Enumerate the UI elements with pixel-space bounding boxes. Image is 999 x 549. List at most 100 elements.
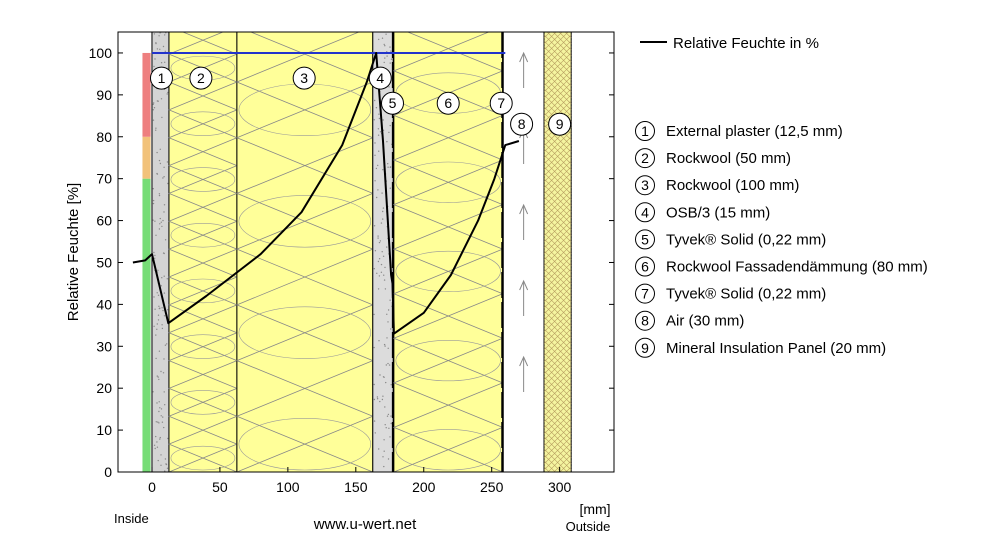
layer-4-osb-grain [383,61,385,64]
layer-2-wool-zigzag-b [167,32,238,472]
layer-3-wool-loop [239,0,371,24]
layer-1-plaster-grain [163,315,166,317]
layer-4-osb-grain [373,225,376,227]
layer-1-plaster-grain [162,219,164,222]
layer-1-plaster-grain [161,327,164,330]
layer-1-plaster-grain [164,470,166,472]
layer-3-wool-loop [238,417,372,471]
legend-marker-label-2: 2 [641,150,649,166]
layer-1-plaster-grain [160,454,162,456]
layer-1-plaster-grain [154,308,156,310]
layer-1-plaster-grain [159,48,161,50]
layer-1-plaster-grain [165,463,168,466]
layer-marker-label-3: 3 [300,70,308,86]
x-unit-label: [mm] [579,501,610,517]
layer-4-osb-grain [379,400,381,403]
y-tick-label: 30 [96,338,112,354]
layer-4-osb-grain [378,117,381,120]
layer-1-plaster-grain [152,109,155,111]
layer-4-osb-grain [377,164,379,167]
y-tick-label: 80 [96,129,112,145]
layer-marker-label-5: 5 [389,95,397,111]
layer-1-plaster-grain [163,292,166,294]
layer-4-osb-grain [384,424,386,426]
layer-4-osb-grain [382,119,384,121]
layer-4-osb-grain [390,422,392,425]
layer-4-osb-grain [384,45,386,47]
layer-3-wool-zigzag-b [235,32,374,472]
layer-2-wool-pattern [167,32,238,472]
legend-layer-name: Rockwool (100 mm) [666,177,799,194]
layer-1-plaster-grain [159,217,161,220]
layer-1-plaster-grain [152,219,154,221]
layer-4-osb-grain [378,38,380,41]
layer-1-plaster-grain [158,305,160,307]
layer-1-plaster-grain [162,416,164,418]
layer-2-wool-loop [170,111,236,137]
layer-1-plaster-grain [158,401,160,403]
layer-1-plaster-grain [161,225,163,228]
legend-marker-label-1: 1 [641,123,649,139]
layer-4-osb-grain [390,50,392,52]
layer-6-wool-loop [396,0,501,24]
layer-markers: 1 2 3 45 6 78 9 [149,66,572,136]
y-tick-label: 50 [96,254,112,270]
layer-4-osb-grain [383,279,386,281]
layer-1-plaster-grain [163,176,165,178]
layer-9-panel-hatch [543,466,550,472]
curves [132,51,520,335]
layer-1-plaster-grain [160,464,162,466]
layer-4-osb-grain [387,163,389,165]
layer-4-osb-grain [389,166,391,168]
layer-4-osb-grain [373,346,375,349]
layer-1-plaster-grain [161,421,164,423]
layer-4-osb-grain [390,58,393,60]
layer-4-osb-grain [380,263,383,266]
layer-1-plaster-grain [154,220,156,222]
layer-1-plaster-grain [163,211,165,213]
layer-4-osb-grain [388,86,390,88]
layer-4-osb-grain [378,241,381,244]
layer-4-osb-grain [373,420,376,422]
layer-4-osb-grain [389,436,391,438]
layer-1-plaster-grain [156,446,159,448]
layer-marker-5 [380,91,404,115]
layer-marker-label-4: 4 [376,70,384,86]
layer-1-plaster-grain [155,127,157,129]
layer-4-osb-grain [383,343,386,346]
series-line [132,52,520,335]
layer-1-plaster-grain [159,438,161,440]
layer-1-plaster-grain [156,292,158,294]
layer-1-plaster-grain [156,172,158,175]
layer-marker-8 [510,112,534,136]
layer-1-plaster-grain [152,103,154,106]
layer-6-wool-loop [395,429,501,471]
layer-4-osb-grain [390,415,392,417]
layer-4-osb-grain [382,456,384,458]
layer-4-osb-grain [374,180,376,182]
layer-4-osb-grain [378,113,380,115]
layer-1-plaster-grain [156,375,158,377]
legend-marker-6 [635,256,655,277]
layer-1-plaster-grain [161,116,163,119]
layer-1-plaster-grain [155,234,157,236]
layer-4-osb-grain [382,395,384,397]
layer-1-plaster [151,32,170,472]
layer-4-osb-grain [377,128,380,130]
x-tick-label: 300 [548,479,572,495]
layer-4-osb-grain [386,337,388,339]
x-tick-label: 0 [148,479,156,495]
layer-1-plaster-grain [155,42,157,44]
layer-3-wool-loop [238,306,372,359]
layer-4-osb-grain [390,384,392,386]
layer-1-plaster-grain [156,402,158,404]
layer-6-wool-loop [395,161,501,203]
layer-3-wool-loop [238,195,372,248]
layer-1-plaster-grain [152,188,154,190]
layer-marker-label-6: 6 [444,95,452,111]
source-label: www.u-wert.net [313,516,417,533]
layer-4-osb-grain [382,207,385,209]
layer-4-osb-grain [383,439,385,441]
layer-4-osb-grain [381,192,383,194]
layer-1-plaster-grain [164,239,167,241]
